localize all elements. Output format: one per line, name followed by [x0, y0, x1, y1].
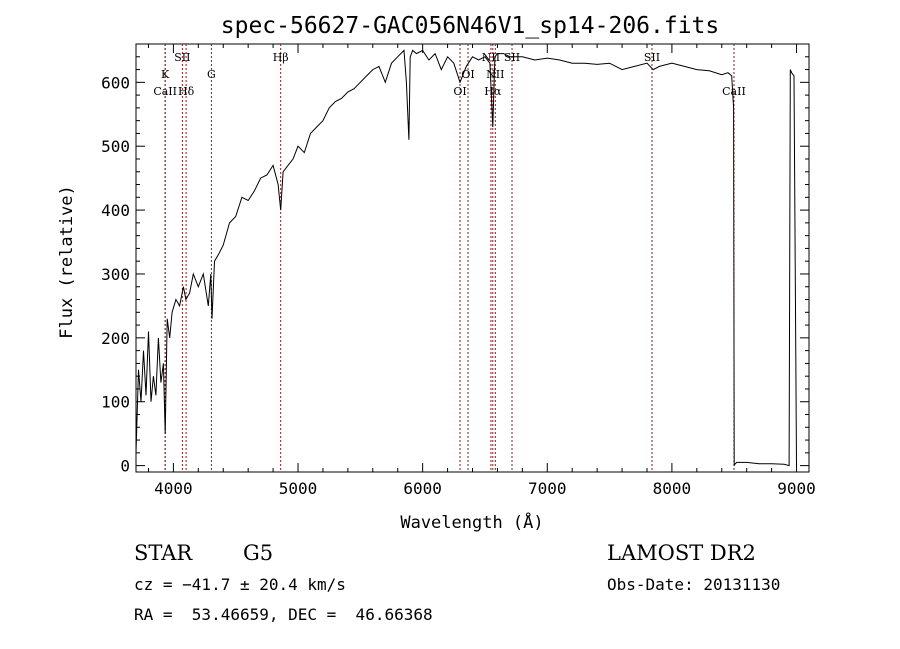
x-tick-label: 9000: [777, 479, 816, 498]
object-subclass: G5: [243, 541, 273, 565]
spectral-line-label: Hβ: [273, 51, 289, 64]
spectral-line-label: NII: [486, 68, 504, 81]
spectral-line-label: SII: [174, 51, 190, 64]
y-tick-label: 0: [120, 457, 130, 476]
spectral-line-label: Hα: [484, 85, 502, 98]
x-tick-label: 5000: [279, 479, 318, 498]
spectral-line-label: CaII: [153, 85, 177, 98]
sky-coordinates: RA = 53.46659, DEC = 46.66368: [134, 605, 433, 624]
y-axis-label: Flux (relative): [57, 185, 77, 339]
x-tick-label: 4000: [154, 479, 193, 498]
observation-date: Obs-Date: 20131130: [607, 575, 780, 594]
y-tick-label: 400: [101, 201, 130, 220]
y-tick-label: 100: [101, 393, 130, 412]
spectral-line-label: SII: [504, 51, 520, 64]
x-tick-label: 7000: [528, 479, 567, 498]
y-tick-label: 500: [101, 137, 130, 156]
spectral-line-label: CaII: [722, 85, 746, 98]
y-tick-label: 600: [101, 73, 130, 92]
redshift-velocity: cz = −41.7 ± 20.4 km/s: [134, 575, 346, 594]
spectral-line-label: OI: [453, 85, 466, 98]
y-tick-label: 300: [101, 265, 130, 284]
axis-ticks: 4000 5000 6000 7000 8000 9000 0 100 200 300 400 500…: [101, 44, 816, 498]
spectrum-line: [135, 49, 797, 467]
x-axis-label: Wavelength (Å): [400, 511, 543, 533]
plot-frame: [135, 43, 810, 473]
x-tick-label: 6000: [403, 479, 442, 498]
object-class: STAR: [134, 541, 193, 565]
chart-title: spec-56627-GAC056N46V1_sp14-206.fits: [221, 13, 720, 39]
survey-name: LAMOST DR2: [607, 541, 756, 565]
spectral-line-label: SII: [644, 51, 660, 64]
spectral-line-label: G: [207, 68, 216, 81]
y-tick-label: 200: [101, 329, 130, 348]
spectral-line-label: Hδ: [178, 85, 195, 98]
spectral-line-label: K: [161, 68, 170, 81]
x-tick-label: 8000: [653, 479, 692, 498]
